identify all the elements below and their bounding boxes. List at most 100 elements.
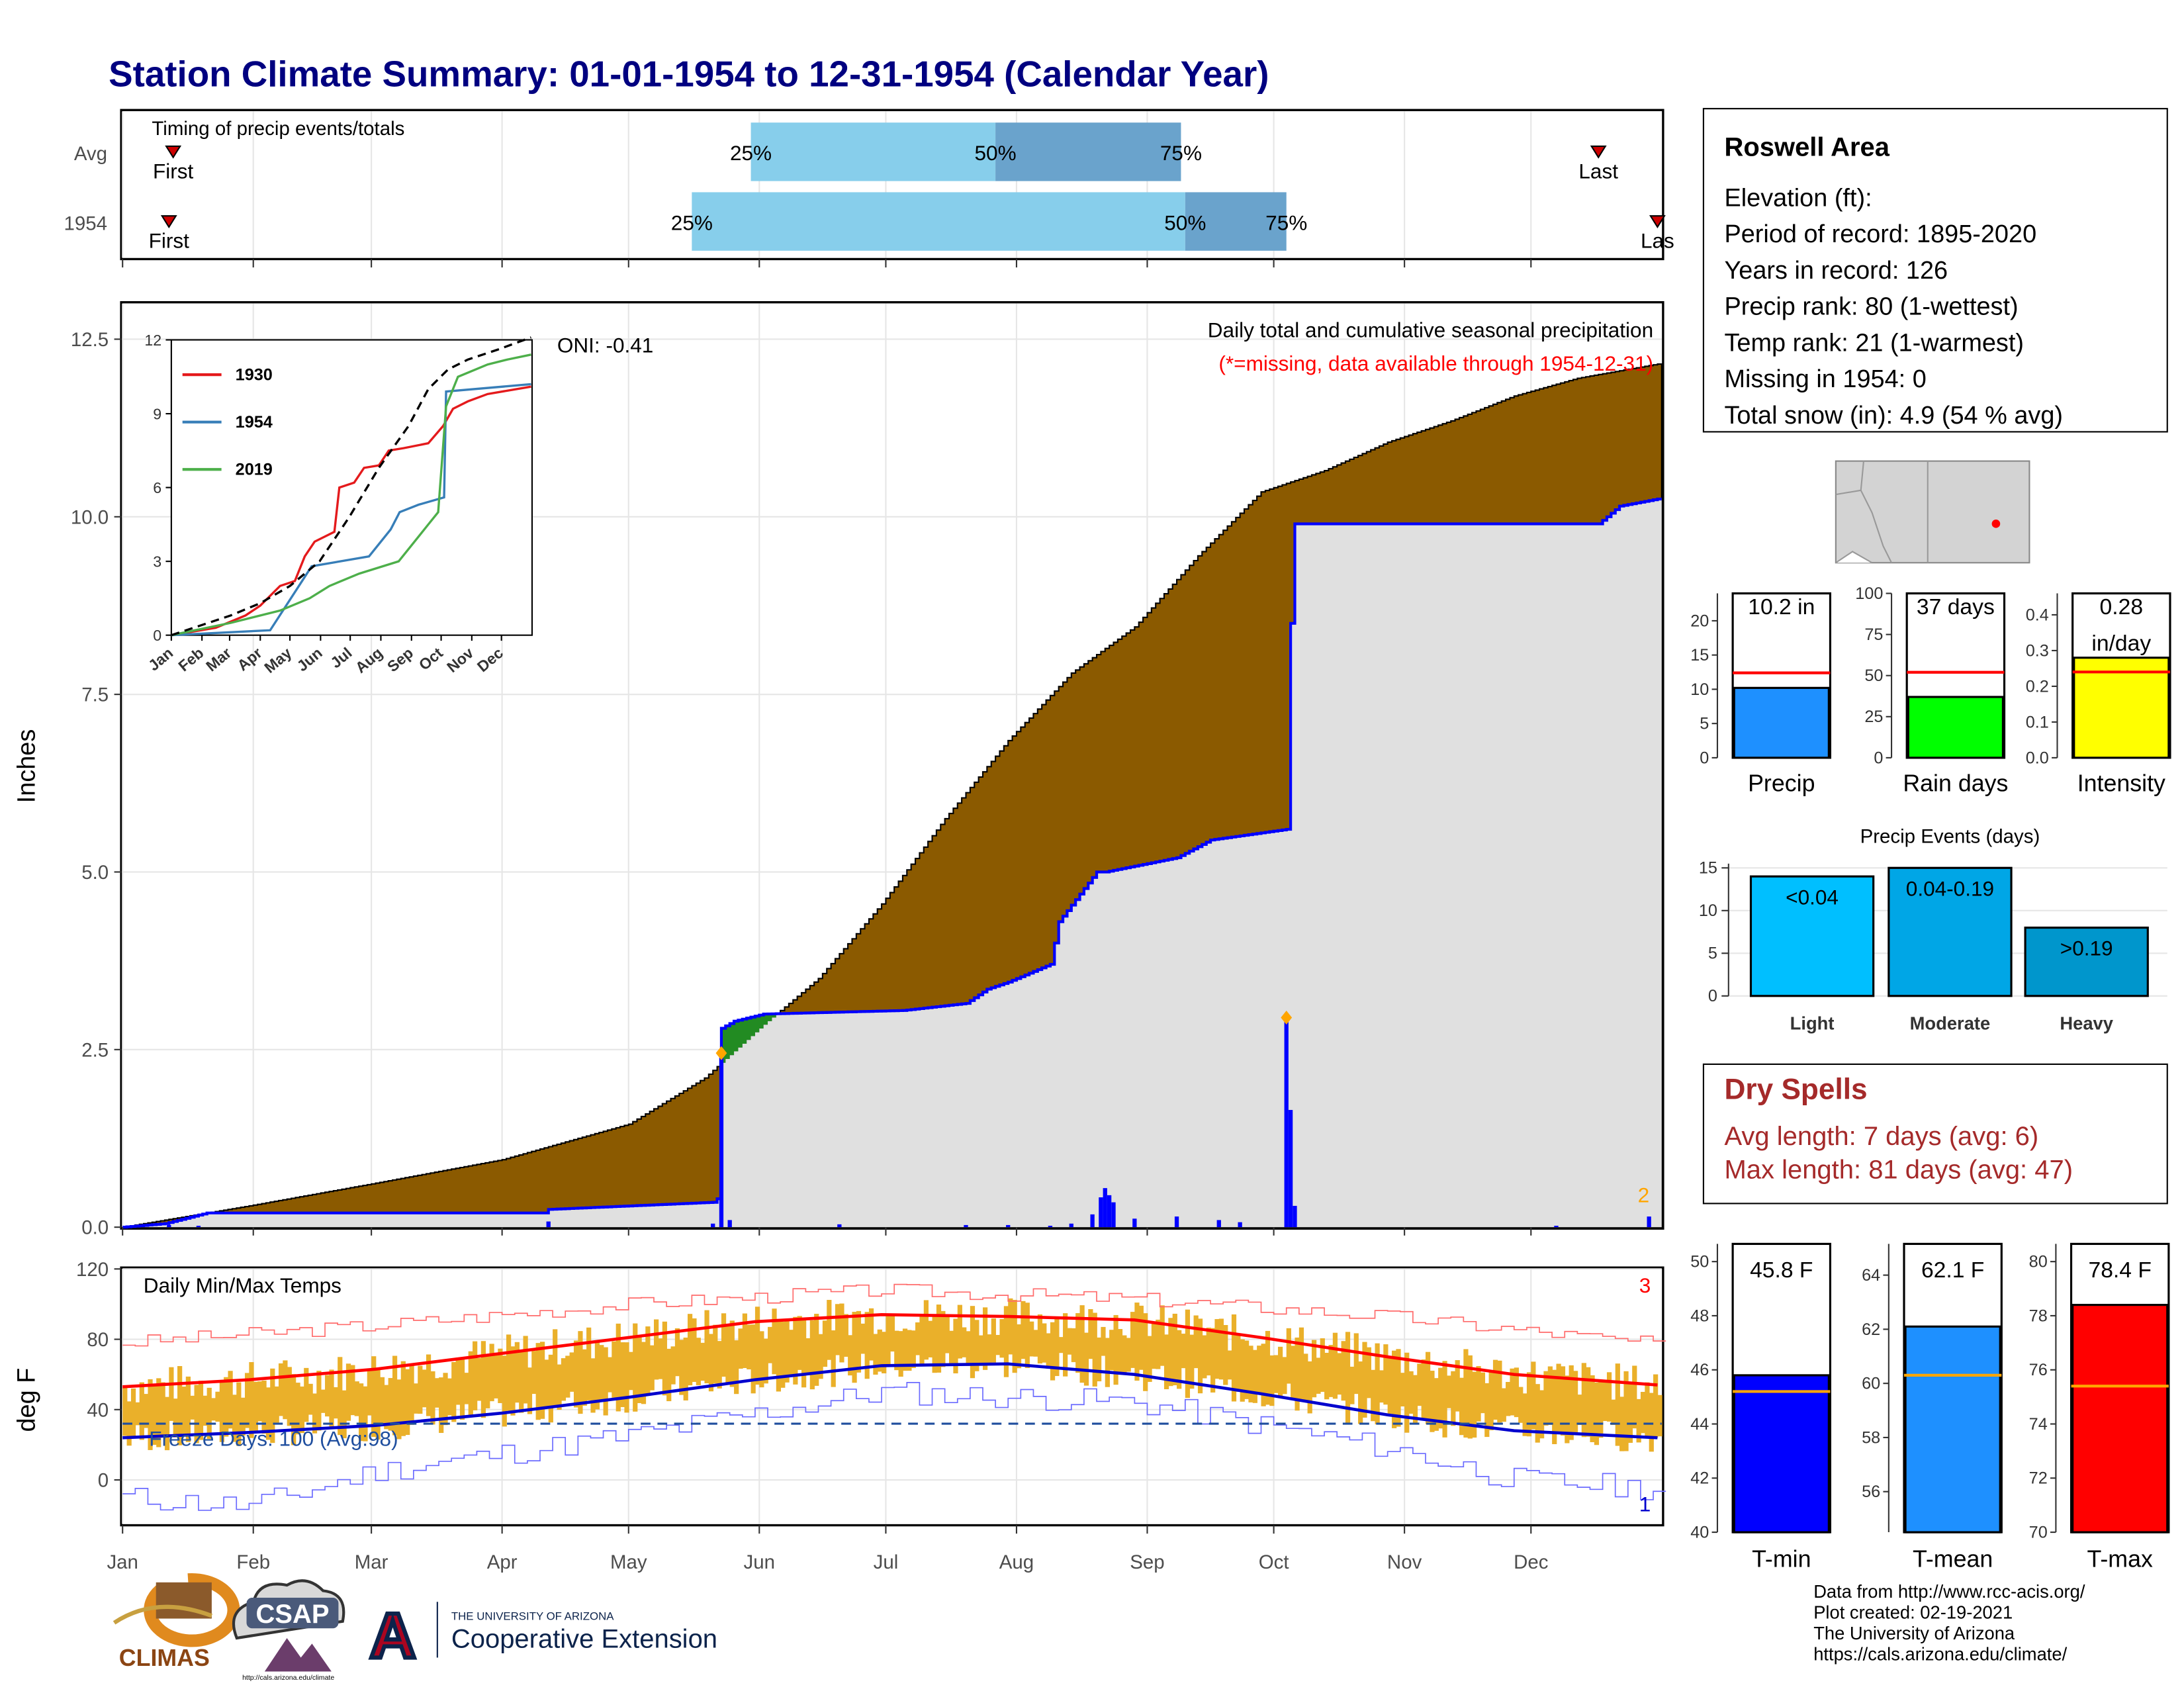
- summary-bar-precip: [1733, 686, 1830, 759]
- summary-ytick-label: 80: [2029, 1253, 2048, 1271]
- station-info-line: Missing in 1954: 0: [1724, 365, 1926, 393]
- daily-temp-bar: [1143, 1313, 1148, 1391]
- daily-temp-bar: [278, 1363, 284, 1416]
- station-info-line: Years in record: 126: [1724, 257, 1948, 285]
- temp-bar-group: 40 42 44 46 48 50 45.8 F T-min: [1690, 1242, 1832, 1573]
- daily-temp-bar: [1332, 1332, 1338, 1399]
- daily-temp-bar: [797, 1316, 802, 1370]
- daily-temp-bar: [1421, 1359, 1426, 1419]
- daily-temp-bar: [822, 1320, 828, 1367]
- daily-temp-bar: [228, 1371, 233, 1429]
- record-low-line: [122, 1382, 1666, 1511]
- daily-temp-bar: [1163, 1334, 1169, 1389]
- temp-summary-bars: 40 42 44 46 48 50 45.8 F T-min 56 58 60 62 64 62.1 F T…: [1690, 1242, 2170, 1573]
- daily-temp-bar: [350, 1365, 355, 1416]
- daily-temp-bar: [1569, 1365, 1574, 1440]
- precip-event-category: Moderate: [1910, 1013, 1991, 1033]
- daily-temp-bar: [122, 1387, 128, 1436]
- precip-panel: 0.0 2.5 5.0 7.5 10.0 12.5 Inches Daily total …: [13, 259, 1664, 1239]
- timing-row-year: 1954: [64, 212, 108, 234]
- daily-temp-bar: [987, 1334, 992, 1365]
- daily-temp-bar: [219, 1382, 224, 1442]
- summary-ytick-label: 50: [1864, 666, 1883, 685]
- daily-temp-bar: [1510, 1368, 1515, 1416]
- daily-temp-bar: [1375, 1343, 1380, 1425]
- footer-line: Data from http://www.rcc-acis.org/: [1813, 1581, 2085, 1602]
- daily-temp-bar: [434, 1378, 439, 1408]
- daily-temp-bar: [1265, 1330, 1271, 1405]
- precip-event-bar-label: >0.19: [2060, 937, 2113, 960]
- temp-count-top: 3: [1639, 1273, 1651, 1297]
- daily-temp-bar: [1021, 1301, 1026, 1359]
- daily-temp-bar: [620, 1342, 625, 1408]
- daily-temp-bar: [873, 1334, 878, 1375]
- month-label: Dec: [1514, 1551, 1548, 1573]
- daily-temp-bar: [624, 1342, 629, 1413]
- precip-events-chart: Precip Events (days) 0 5 10 15 <0.04 Light 0.04…: [1699, 825, 2167, 1033]
- daily-temp-bar: [1430, 1371, 1435, 1432]
- avg-tmax-line: [122, 1313, 1658, 1389]
- summary-bar-name: Rain days: [1903, 770, 2008, 796]
- daily-temp-bar: [615, 1323, 621, 1412]
- daily-temp-bar: [1012, 1300, 1017, 1373]
- summary-ytick-label: 0.2: [2026, 677, 2049, 696]
- daily-temp-bar: [772, 1308, 777, 1375]
- daily-temp-bar: [1042, 1323, 1047, 1363]
- oni-value: ONI: -0.41: [557, 333, 654, 357]
- daily-temp-bar: [1193, 1315, 1199, 1369]
- daily-temp-bar: [814, 1314, 819, 1386]
- daily-temp-bar: [1442, 1361, 1447, 1438]
- daily-precip-bar: [1288, 1110, 1293, 1228]
- daily-precip-bar: [1132, 1218, 1137, 1228]
- precip-event-bar-moderate: [1888, 866, 2013, 997]
- daily-temp-bar: [641, 1342, 647, 1404]
- summary-bar-value: 10.2 in: [1748, 595, 1815, 619]
- csap-text: CSAP: [255, 1600, 329, 1629]
- daily-temp-bar: [1433, 1378, 1439, 1431]
- precip-event-bar-heavy: [2024, 927, 2149, 997]
- daily-temp-bar: [974, 1320, 979, 1371]
- inset-legend-label: 2019: [236, 461, 273, 479]
- summary-ytick-label: 42: [1690, 1469, 1709, 1488]
- daily-temp-bar: [1277, 1346, 1283, 1397]
- daily-temp-bar: [363, 1386, 368, 1442]
- daily-temp-bar: [1459, 1377, 1465, 1436]
- daily-temp-bar: [1492, 1359, 1498, 1420]
- summary-ytick-label: 100: [1855, 584, 1883, 603]
- daily-temp-bar: [1109, 1330, 1115, 1371]
- daily-temp-bar: [1392, 1350, 1397, 1428]
- daily-temp-bar: [717, 1341, 722, 1389]
- daily-temp-bar: [194, 1385, 199, 1443]
- daily-temp-bar: [1050, 1322, 1056, 1381]
- summary-bar-value: 62.1 F: [1921, 1258, 1984, 1283]
- daily-temp-bar: [203, 1395, 208, 1426]
- daily-temp-bar: [1156, 1319, 1161, 1369]
- daily-temp-bar: [911, 1330, 916, 1368]
- daily-temp-bar: [1079, 1305, 1085, 1383]
- month-label: Oct: [1259, 1551, 1289, 1573]
- daily-temp-bar: [464, 1373, 469, 1404]
- daily-temp-bar: [426, 1354, 432, 1416]
- daily-temp-bar: [510, 1346, 516, 1416]
- daily-temp-bar: [548, 1354, 553, 1423]
- daily-temp-bar: [982, 1307, 988, 1370]
- daily-temp-bar: [940, 1310, 946, 1367]
- precip-ytick-label: 7.5: [81, 684, 109, 706]
- daily-temp-bar: [713, 1324, 718, 1384]
- daily-temp-bar: [359, 1383, 364, 1442]
- daily-temp-bar: [338, 1357, 343, 1436]
- temp-ytick-label: 0: [98, 1470, 109, 1492]
- summary-bar-value: 78.4 F: [2088, 1258, 2151, 1283]
- daily-temp-bar: [1472, 1371, 1477, 1438]
- daily-temp-bar: [249, 1362, 254, 1438]
- daily-temp-bar: [308, 1383, 313, 1415]
- daily-temp-bar: [325, 1375, 330, 1417]
- timing-q25-q50-bar: [751, 122, 996, 181]
- daily-temp-bar: [1160, 1305, 1165, 1366]
- daily-temp-bar: [1037, 1314, 1043, 1364]
- summary-ytick-label: 60: [1862, 1375, 1880, 1393]
- daily-temp-bar: [1345, 1332, 1351, 1424]
- daily-temp-bar: [649, 1345, 655, 1391]
- inset-legend-label: 1954: [236, 413, 273, 432]
- daily-temp-bar: [1303, 1353, 1308, 1402]
